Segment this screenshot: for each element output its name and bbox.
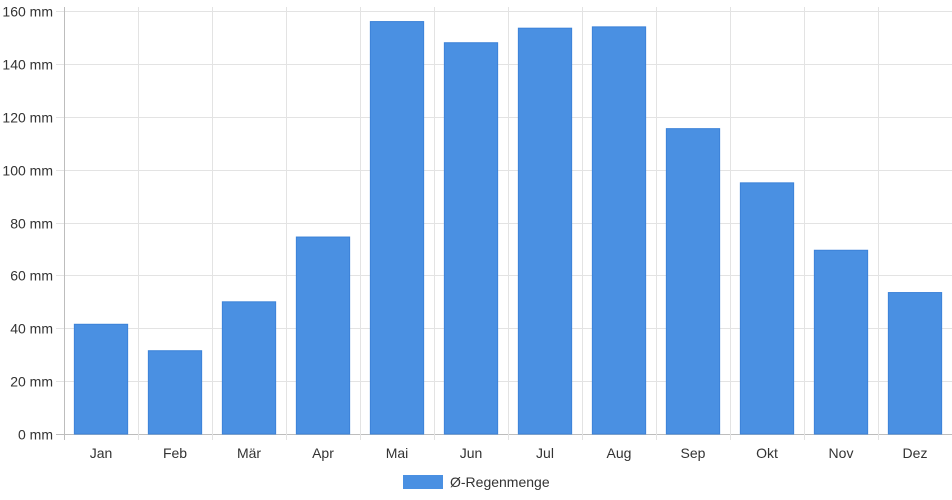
x-tick-label: Jun: [460, 445, 483, 461]
bars: [73, 21, 943, 435]
y-tick-label: 80 mm: [10, 216, 53, 232]
bar[interactable]: [369, 21, 425, 435]
y-tick-label: 140 mm: [2, 57, 53, 73]
y-tick-label: 60 mm: [10, 268, 53, 284]
x-tick-label: Okt: [756, 445, 778, 461]
bar[interactable]: [73, 323, 129, 435]
bar[interactable]: [591, 26, 647, 435]
bar[interactable]: [147, 350, 203, 435]
bar[interactable]: [739, 182, 795, 435]
bar[interactable]: [887, 292, 943, 435]
y-axis-tick-labels: 0 mm 20 mm 40 mm 60 mm 80 mm 100 mm 120 mm 140 …: [2, 4, 53, 443]
x-tick-label: Apr: [312, 445, 334, 461]
legend-swatch: [403, 475, 443, 489]
y-tick-label: 120 mm: [2, 110, 53, 126]
x-tick-label: Aug: [607, 445, 632, 461]
x-tick-label: Nov: [829, 445, 854, 461]
x-tick-label: Mär: [237, 445, 261, 461]
legend: Ø-Regenmenge: [403, 474, 550, 490]
y-tick-label: 40 mm: [10, 321, 53, 337]
x-tick-label: Jul: [536, 445, 554, 461]
x-tick-label: Sep: [681, 445, 706, 461]
x-tick-label: Jan: [90, 445, 113, 461]
legend-label: Ø-Regenmenge: [450, 474, 550, 490]
bar[interactable]: [517, 27, 573, 435]
y-tick-label: 20 mm: [10, 374, 53, 390]
x-tick-label: Dez: [903, 445, 928, 461]
bar[interactable]: [295, 236, 351, 435]
y-tick-label: 160 mm: [2, 4, 53, 20]
y-tick-label: 100 mm: [2, 163, 53, 179]
bar[interactable]: [443, 42, 499, 435]
bar[interactable]: [813, 249, 869, 435]
x-axis-tick-labels: Jan Feb Mär Apr Mai Jun Jul Aug Sep Okt Nov Dez: [90, 445, 928, 461]
y-tick-label: 0 mm: [18, 427, 53, 443]
grid-layer: [56, 7, 952, 440]
bar[interactable]: [221, 301, 277, 435]
bar[interactable]: [665, 128, 721, 435]
x-tick-label: Feb: [163, 445, 187, 461]
x-tick-label: Mai: [386, 445, 409, 461]
